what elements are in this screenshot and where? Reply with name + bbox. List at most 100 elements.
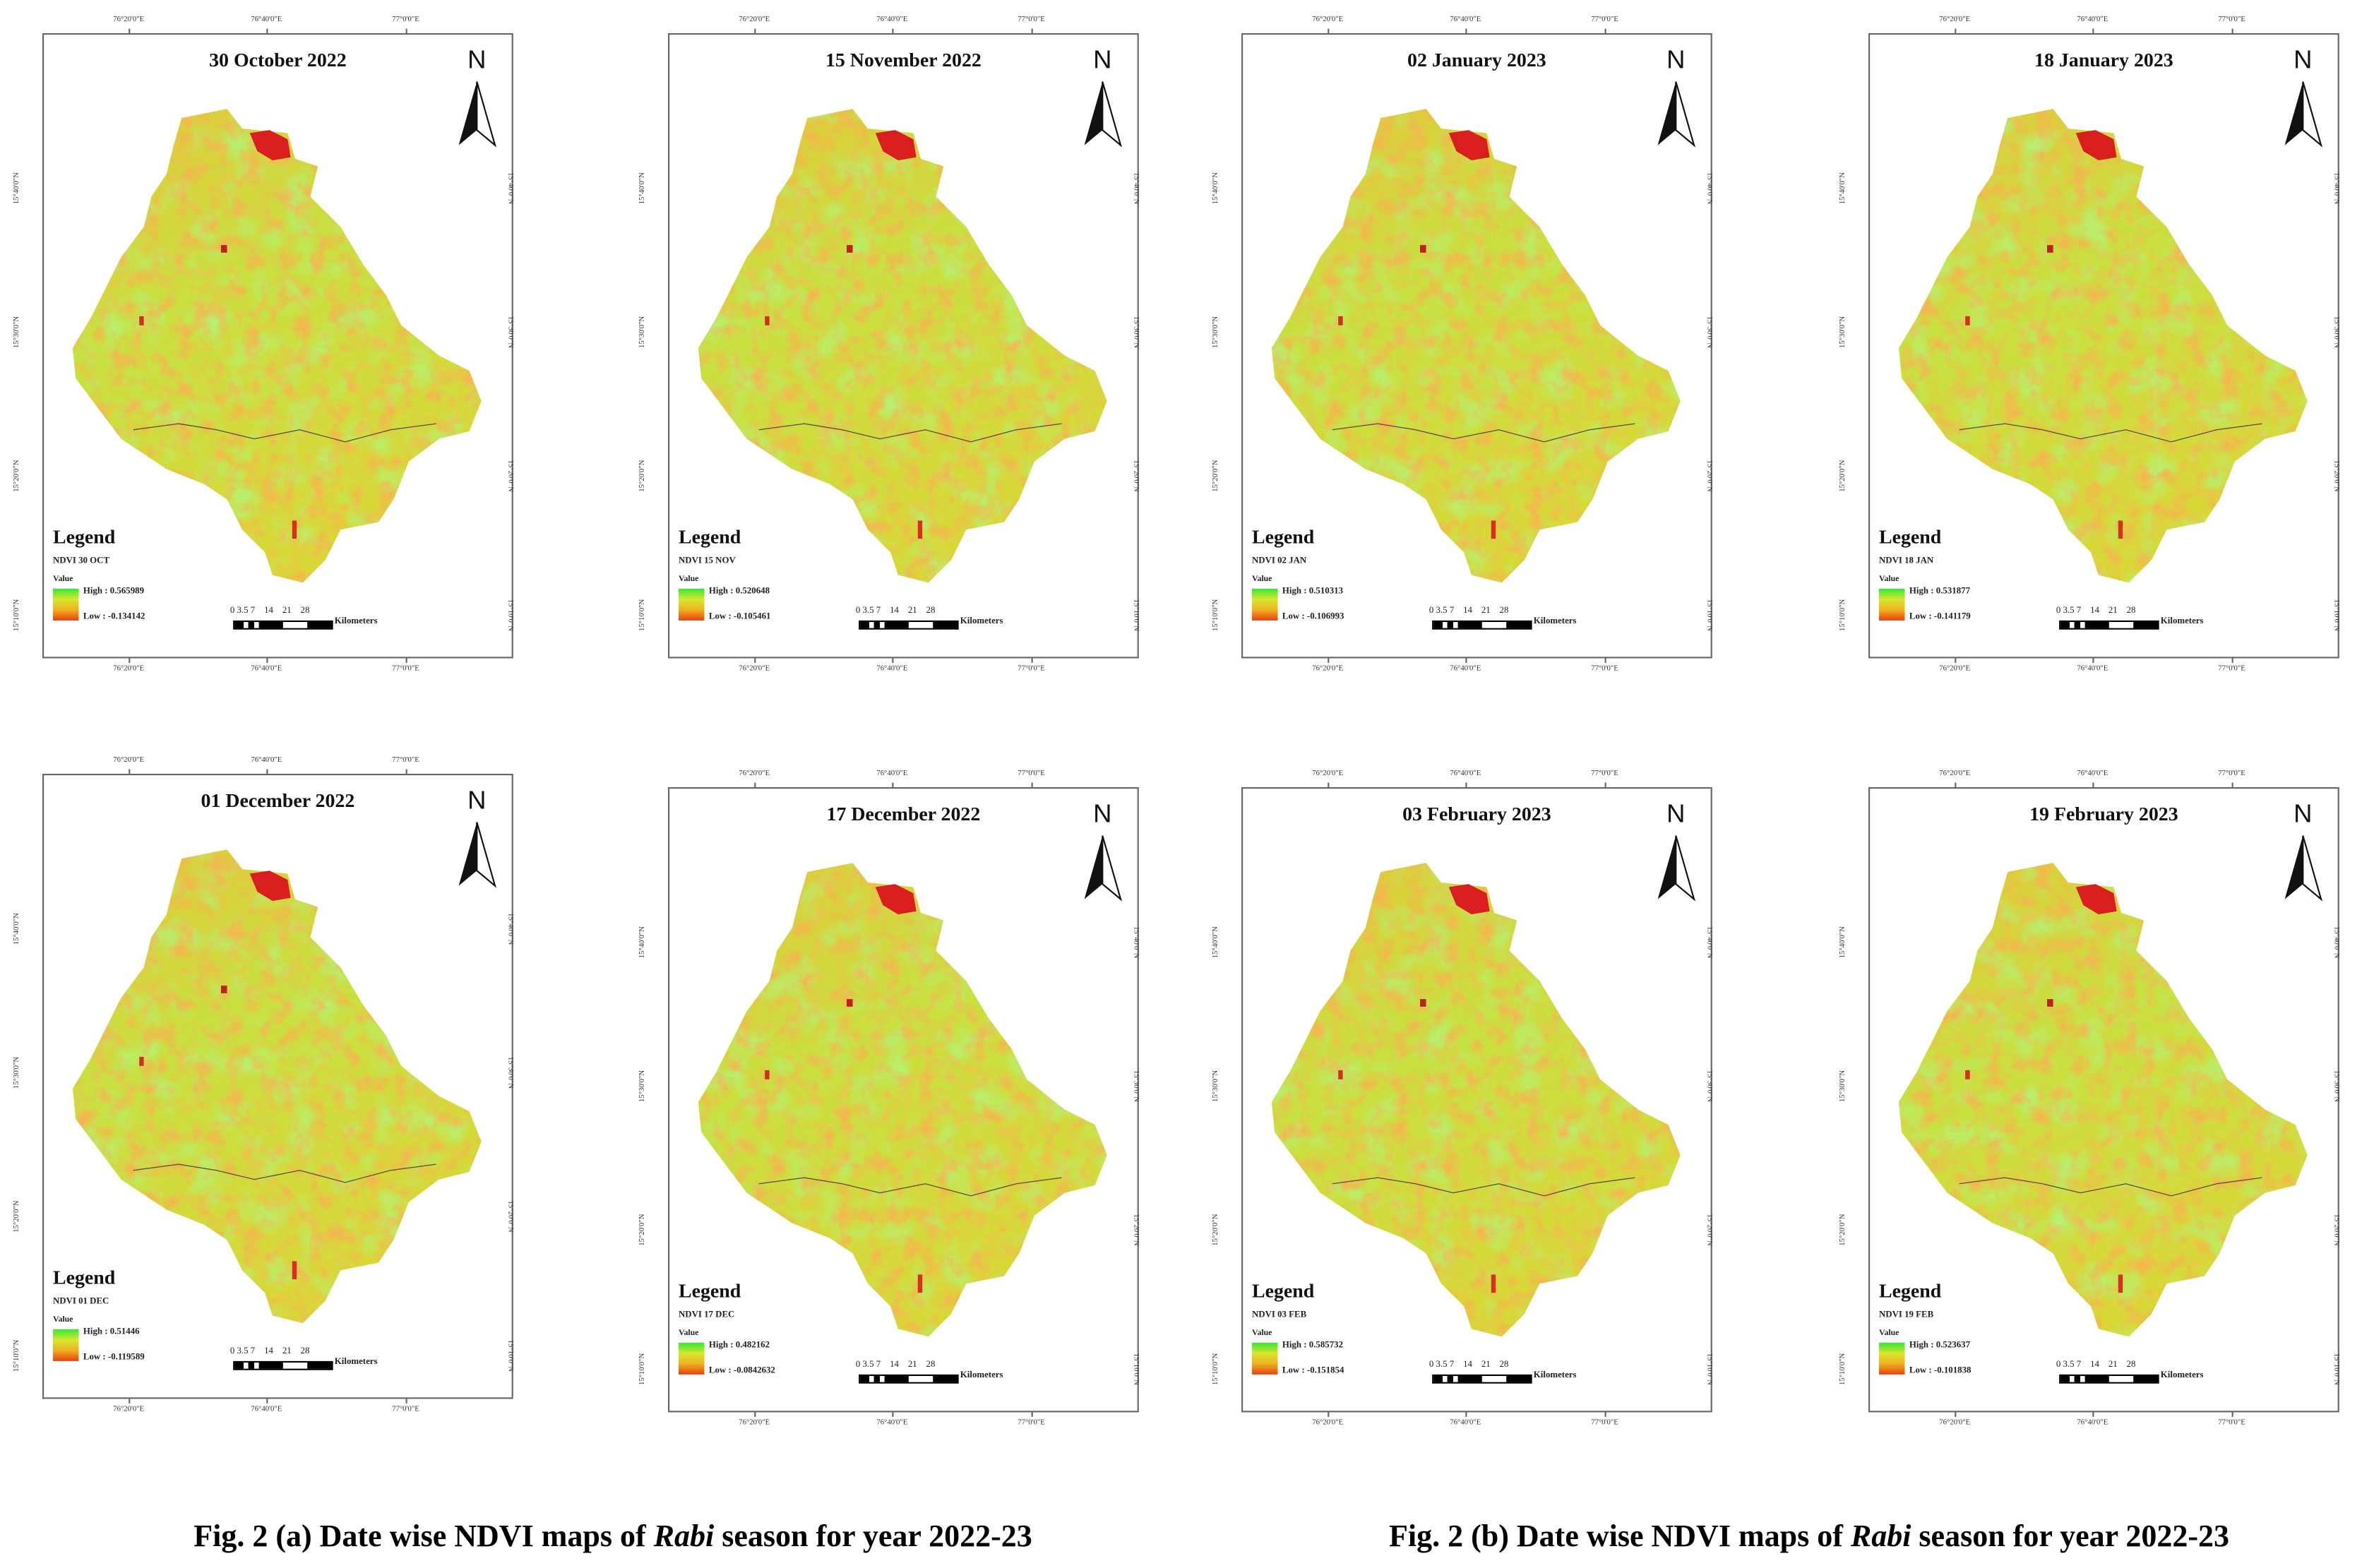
latitude-label-left: 15°40'0"N — [13, 172, 22, 205]
tick — [892, 1412, 893, 1417]
legend-title: Legend — [1879, 525, 1942, 548]
latitude-label-right: 15°20'0"N — [506, 1200, 513, 1233]
latitude-label-right: 15°10'0"N — [1705, 1353, 1712, 1385]
latitude-label-left: 15°10'0"N — [1839, 599, 1848, 631]
north-label: N — [1666, 45, 1686, 74]
caption-text: Fig. 2 (a) Date wise NDVI maps of — [193, 1519, 654, 1553]
legend-color-ramp — [53, 1329, 79, 1361]
boundary-line — [758, 423, 1062, 443]
scale-bar-labels: 0 3.5 7 14 21 28 — [2056, 1360, 2136, 1370]
longitude-label-top: 77°0'0"E — [2218, 770, 2245, 779]
legend-layer-name: NDVI 30 OCT — [53, 556, 110, 566]
scale-segment — [307, 1363, 332, 1369]
longitude-label-bottom: 76°20'0"E — [739, 1420, 770, 1428]
red-patch — [875, 130, 917, 161]
latitude-label-right: 15°40'0"N — [506, 172, 513, 205]
scale-segment — [873, 622, 881, 628]
latitude-label-right: 15°20'0"N — [2332, 460, 2339, 492]
scale-segment — [933, 1376, 958, 1382]
red-patch — [2075, 130, 2117, 161]
longitude-label-bottom: 77°0'0"E — [1591, 1420, 1618, 1428]
latitude-label-right: 15°10'0"N — [1705, 599, 1712, 631]
legend-value-label: Value — [1879, 1329, 1899, 1339]
longitude-label-top: 76°20'0"E — [1939, 770, 1971, 779]
caption-fig-2b: Fig. 2 (b) Date wise NDVI maps of Rabi s… — [1389, 1518, 2229, 1554]
scale-segment — [933, 622, 958, 628]
longitude-label-bottom: 76°20'0"E — [1312, 1420, 1344, 1428]
legend-color-ramp — [1252, 588, 1278, 621]
tick — [2092, 782, 2094, 787]
latitude-label-left: 15°10'0"N — [1212, 599, 1221, 631]
longitude-label-top: 76°20'0"E — [113, 757, 145, 765]
legend-layer-name: NDVI 19 FEB — [1879, 1310, 1934, 1320]
ndvi-map-panel: 02 January 2023 N 76°20'0"E 76°20'0"E 76°40'… — [1212, 16, 1712, 673]
latitude-label-left: 15°40'0"N — [13, 913, 22, 945]
legend-high: High : 0.585732 — [1282, 1341, 1344, 1351]
boundary-line — [1332, 423, 1635, 443]
latitude-label-left: 15°10'0"N — [639, 1353, 648, 1385]
latitude-label-left: 15°30'0"N — [1212, 316, 1221, 349]
legend-color-ramp — [53, 588, 79, 621]
longitude-label-bottom: 77°0'0"E — [1018, 1420, 1045, 1428]
longitude-label-bottom: 76°40'0"E — [251, 666, 282, 674]
latitude-label-left: 15°30'0"N — [1212, 1070, 1221, 1103]
scale-segment — [282, 622, 308, 628]
ndvi-map-panel: 15 November 2022 N 76°20'0"E 76°20'0"E 76°40… — [639, 16, 1139, 673]
legend-high: High : 0.51446 — [83, 1327, 140, 1337]
legend-value-label: Value — [53, 575, 73, 585]
latitude-label-right: 15°30'0"N — [2332, 316, 2339, 349]
latitude-label-right: 15°20'0"N — [2332, 1214, 2339, 1246]
tick — [1465, 658, 1467, 663]
scale-segment — [880, 622, 885, 628]
latitude-label-left: 15°40'0"N — [639, 926, 648, 959]
legend-high: High : 0.482162 — [708, 1341, 770, 1351]
north-label: N — [2294, 799, 2313, 828]
latitude-label-right: 15°30'0"N — [1131, 316, 1139, 349]
scale-segment — [873, 1376, 881, 1382]
north-label: N — [467, 786, 487, 815]
longitude-label-bottom: 76°20'0"E — [113, 1406, 145, 1414]
ndvi-raster-map — [1271, 863, 1681, 1337]
boundary-line — [1332, 1177, 1635, 1197]
tick — [405, 658, 407, 663]
latitude-label-right: 15°40'0"N — [2332, 926, 2339, 959]
scale-segment — [908, 622, 934, 628]
scale-segment — [258, 622, 283, 628]
boundary-line — [1959, 1177, 2262, 1197]
red-patch — [2075, 884, 2117, 915]
legend-layer-name: NDVI 01 DEC — [53, 1297, 109, 1307]
legend-value-label: Value — [1879, 575, 1899, 585]
longitude-label-top: 76°20'0"E — [1312, 770, 1344, 779]
latitude-label-right: 15°30'0"N — [1131, 1070, 1139, 1103]
scale-segment — [869, 622, 874, 628]
latitude-label-right: 15°30'0"N — [506, 1056, 513, 1089]
north-label: N — [467, 45, 487, 74]
legend-layer-name: NDVI 02 JAN — [1252, 556, 1307, 566]
scale-segment — [258, 1363, 283, 1369]
north-arrow-icon: N — [1650, 45, 1702, 154]
map-title: 02 January 2023 — [1407, 48, 1546, 71]
ndvi-raster-map — [698, 109, 1107, 583]
scale-segment — [244, 1363, 249, 1369]
scale-segment — [244, 622, 249, 628]
longitude-label-top: 76°20'0"E — [1312, 16, 1344, 25]
latitude-label-left: 15°20'0"N — [1839, 1214, 1848, 1246]
legend-value-label: Value — [1252, 1329, 1272, 1339]
legend-low: Low : -0.141179 — [1909, 613, 1971, 623]
longitude-label-top: 77°0'0"E — [2218, 16, 2245, 25]
latitude-label-right: 15°30'0"N — [1705, 1070, 1712, 1103]
scale-segment — [254, 622, 259, 628]
scale-segment — [869, 1376, 874, 1382]
caption-suffix: season for year 2022-23 — [1911, 1519, 2229, 1553]
tick — [2092, 28, 2094, 33]
scale-unit: Kilometers — [334, 1358, 378, 1367]
latitude-label-right: 15°40'0"N — [2332, 172, 2339, 205]
tick — [266, 1399, 268, 1404]
scale-bar — [1432, 1374, 1532, 1384]
latitude-label-left: 15°10'0"N — [13, 599, 22, 631]
scale-unit: Kilometers — [960, 1371, 1003, 1381]
longitude-label-bottom: 76°20'0"E — [739, 666, 770, 674]
scale-segment — [1433, 1376, 1443, 1382]
tick — [2231, 658, 2233, 663]
latitude-label-left: 15°30'0"N — [13, 1056, 22, 1089]
